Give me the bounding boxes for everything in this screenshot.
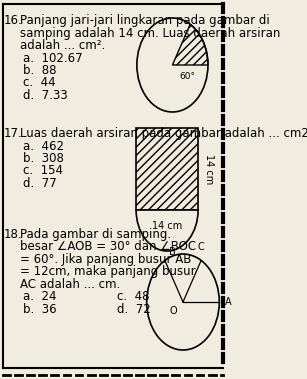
Text: Luas daerah arsiran pada gambar adalah ... cm2.: Luas daerah arsiran pada gambar adalah .… [20,127,307,140]
Text: 60°: 60° [180,72,196,81]
Text: = 60°. Jika panjang busur AB: = 60°. Jika panjang busur AB [20,253,191,266]
Bar [136,128,198,210]
Text: c.  48: c. 48 [117,290,150,304]
Text: O: O [169,306,177,316]
Text: d.  72: d. 72 [117,303,151,316]
Text: B: B [169,247,175,257]
Text: AC adalah ... cm.: AC adalah ... cm. [20,278,120,291]
Text: adalah ... cm².: adalah ... cm². [20,39,105,52]
Text: 14 cm: 14 cm [152,221,182,231]
Text: 14 cm: 14 cm [204,154,214,184]
Wedge shape [136,210,198,251]
Text: b.  36: b. 36 [23,303,56,316]
Text: c.  44: c. 44 [23,77,55,89]
Text: 16.: 16. [4,14,22,27]
Text: C: C [198,243,204,252]
Text: Panjang jari-jari lingkaran pada gambar di: Panjang jari-jari lingkaran pada gambar … [20,14,270,27]
Text: c.  154: c. 154 [23,164,63,177]
Text: = 12cm, maka panjang busur: = 12cm, maka panjang busur [20,266,195,279]
Text: besar ∠AOB = 30° dan ∠BOC: besar ∠AOB = 30° dan ∠BOC [20,241,196,254]
Text: 18.: 18. [4,228,22,241]
Text: d.  7.33: d. 7.33 [23,89,68,102]
Text: Pada gambar di samping.: Pada gambar di samping. [20,228,171,241]
Text: 17.: 17. [4,127,22,140]
Text: samping adalah 14 cm. Luas daerah arsiran: samping adalah 14 cm. Luas daerah arsira… [20,27,280,39]
Text: a.  102.67: a. 102.67 [23,52,82,64]
Text: a.  24: a. 24 [23,290,56,304]
Text: A: A [225,297,232,307]
Text: b.  88: b. 88 [23,64,56,77]
Text: a.  462: a. 462 [23,139,64,152]
Text: b.  308: b. 308 [23,152,64,165]
Text: d.  77: d. 77 [23,177,56,190]
